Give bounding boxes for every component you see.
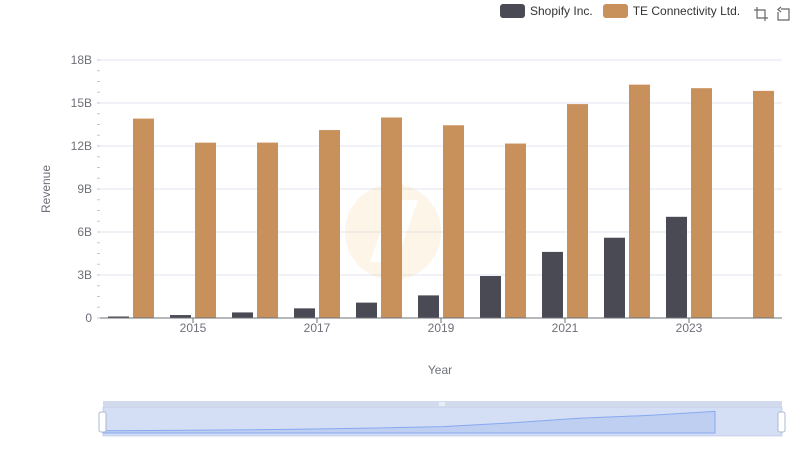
- bar-te-connectivity-2015[interactable]: [195, 142, 216, 318]
- legend-swatch-shopify: [500, 4, 525, 18]
- legend-label-shopify: Shopify Inc.: [530, 4, 593, 18]
- x-tick-label: 2019: [428, 321, 455, 335]
- data-zoom-drag-grip-icon[interactable]: [439, 402, 445, 406]
- restore-icon[interactable]: [775, 6, 791, 22]
- x-axis-title: Year: [428, 363, 452, 377]
- bar-shopify-2016[interactable]: [232, 312, 253, 318]
- legend-swatch-te-connectivity: [602, 4, 628, 18]
- y-axis-ticks: 0 3B 6B 9B 12B 15B 18B: [71, 53, 93, 325]
- legend-item-shopify[interactable]: Shopify Inc.: [500, 4, 593, 18]
- bar-te-connectivity-2020[interactable]: [505, 143, 526, 318]
- x-tick-label: 2021: [552, 321, 579, 335]
- y-tick-label: 15B: [71, 96, 92, 110]
- data-zoom-handle-left[interactable]: [98, 411, 107, 433]
- bar-shopify-2022[interactable]: [604, 237, 625, 318]
- bar-te-connectivity-2017[interactable]: [319, 130, 340, 318]
- bar-te-connectivity-2023[interactable]: [691, 88, 712, 318]
- axes: 0 3B 6B 9B 12B 15B 18B 2015 2017 2019 2021 2023: [71, 53, 782, 335]
- data-zoom-preview-area: [102, 410, 716, 434]
- y-tick-label: 12B: [71, 139, 92, 153]
- data-zoom-selected-range[interactable]: [103, 407, 782, 436]
- bar-shopify-2018[interactable]: [356, 302, 377, 318]
- y-tick-label: 18B: [71, 53, 92, 67]
- bars-group: [108, 84, 774, 318]
- toolbox: [747, 6, 791, 22]
- legend-label-te-connectivity: TE Connectivity Ltd.: [632, 4, 741, 18]
- legend: Shopify Inc. TE Connectivity Ltd.: [500, 4, 750, 18]
- x-tick-label: 2015: [180, 321, 207, 335]
- data-zoom-slider[interactable]: [98, 401, 786, 437]
- bar-shopify-2020[interactable]: [480, 276, 501, 318]
- bar-shopify-2023[interactable]: [666, 216, 687, 318]
- bar-shopify-2021[interactable]: [542, 251, 563, 318]
- bar-te-connectivity-2021[interactable]: [567, 104, 588, 318]
- y-tick-label: 0: [85, 311, 92, 325]
- bar-shopify-2014[interactable]: [108, 316, 129, 318]
- y-tick-label: 9B: [77, 182, 92, 196]
- bar-te-connectivity-2018[interactable]: [381, 117, 402, 318]
- bar-te-connectivity-2022[interactable]: [629, 84, 650, 318]
- bar-te-connectivity-2024[interactable]: [753, 90, 774, 318]
- bar-te-connectivity-2016[interactable]: [257, 142, 278, 318]
- x-tick-label: 2017: [304, 321, 331, 335]
- y-axis-title: Revenue: [39, 165, 53, 213]
- bar-te-connectivity-2014[interactable]: [133, 118, 154, 318]
- y-tick-label: 6B: [77, 225, 92, 239]
- bar-shopify-2015[interactable]: [170, 315, 191, 318]
- bar-shopify-2017[interactable]: [294, 308, 315, 318]
- bar-shopify-2019[interactable]: [418, 295, 439, 318]
- x-tick-label: 2023: [676, 321, 703, 335]
- zoom-icon[interactable]: [753, 6, 769, 22]
- data-zoom-handle-right[interactable]: [777, 411, 786, 433]
- legend-item-te-connectivity[interactable]: TE Connectivity Ltd.: [602, 4, 741, 18]
- y-tick-label: 3B: [77, 268, 92, 282]
- bar-te-connectivity-2019[interactable]: [443, 125, 464, 318]
- x-axis-ticks: 2015 2017 2019 2021 2023: [180, 318, 703, 335]
